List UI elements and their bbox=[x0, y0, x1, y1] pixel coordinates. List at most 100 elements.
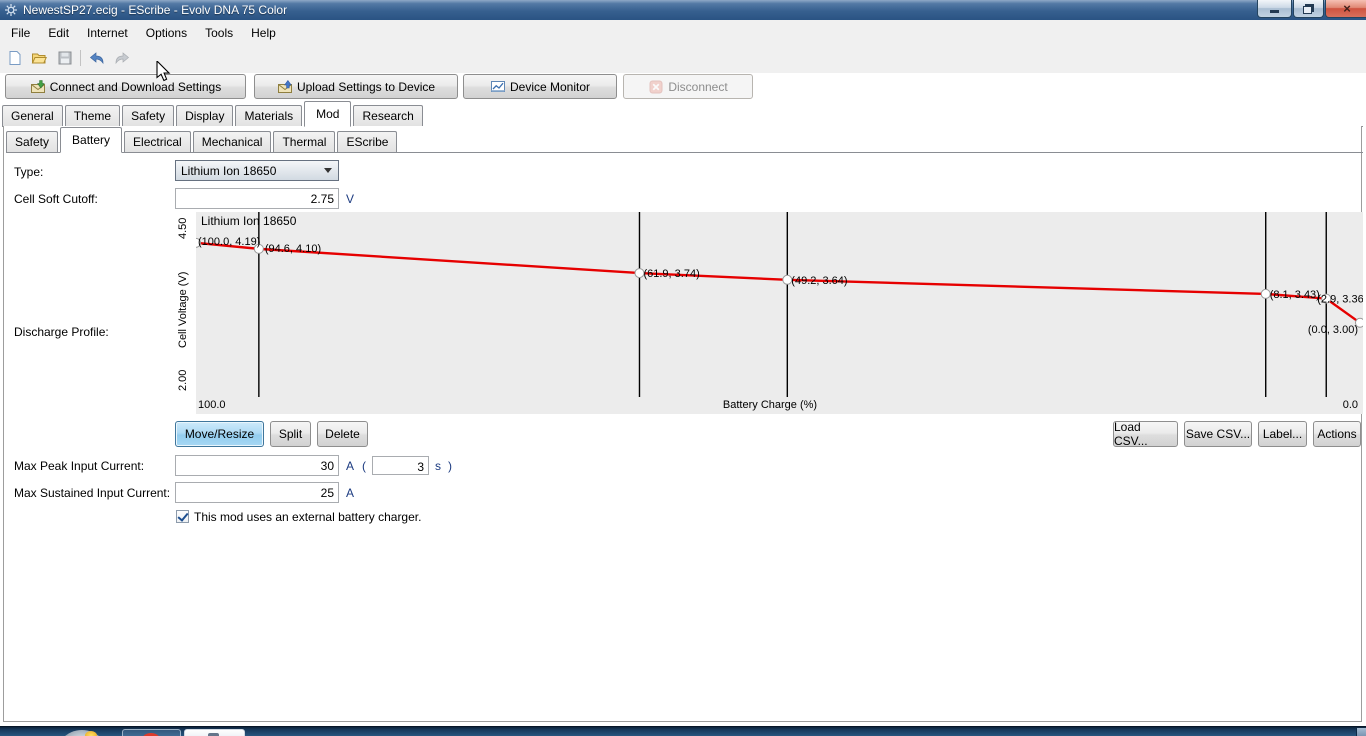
cutoff-label: Cell Soft Cutoff: bbox=[14, 192, 98, 206]
new-document-icon bbox=[9, 51, 21, 65]
upload-settings-label: Upload Settings to Device bbox=[296, 79, 436, 94]
close-icon: × bbox=[1343, 1, 1351, 16]
mouse-cursor-icon bbox=[156, 61, 171, 82]
y-tick-bottom: 2.00 bbox=[177, 369, 189, 391]
upload-settings-button[interactable]: Upload Settings to Device bbox=[254, 74, 458, 99]
taskbar-app-active[interactable] bbox=[184, 729, 245, 736]
split-button[interactable]: Split bbox=[270, 421, 311, 447]
peak-current-label: Max Peak Input Current: bbox=[14, 459, 145, 473]
tab-display[interactable]: Display bbox=[176, 105, 234, 126]
tab-mod[interactable]: Mod bbox=[304, 101, 352, 127]
subtab-electrical[interactable]: Electrical bbox=[124, 131, 191, 152]
menu-options[interactable]: Options bbox=[145, 25, 188, 40]
svg-text:(100.0, 4.19): (100.0, 4.19) bbox=[198, 236, 260, 248]
taskbar-app-active-icon bbox=[208, 733, 219, 736]
taskbar-app-red-icon bbox=[142, 733, 160, 736]
menu-internet[interactable]: Internet bbox=[87, 25, 128, 40]
menu-edit[interactable]: Edit bbox=[48, 25, 70, 40]
chart-background bbox=[196, 212, 1363, 414]
delete-button[interactable]: Delete bbox=[317, 421, 368, 447]
battery-type-select[interactable]: Lithium Ion 18650 bbox=[175, 160, 339, 181]
svg-text:(8.1, 3.43): (8.1, 3.43) bbox=[1270, 289, 1320, 301]
subtab-safety[interactable]: Safety bbox=[6, 131, 59, 152]
tab-materials[interactable]: Materials bbox=[235, 105, 303, 126]
menu-bar: File Edit Internet Options Tools Help bbox=[0, 20, 1366, 45]
x-tick-right: 0.0 bbox=[1342, 399, 1358, 411]
external-charger-label: This mod uses an external battery charge… bbox=[194, 510, 422, 524]
redo-button[interactable] bbox=[111, 48, 131, 68]
undo-button[interactable] bbox=[87, 48, 107, 68]
menu-help[interactable]: Help bbox=[251, 25, 276, 40]
cutoff-input[interactable]: 2.75 bbox=[175, 188, 339, 209]
restore-button[interactable] bbox=[1293, 0, 1324, 18]
tab-safety[interactable]: Safety bbox=[122, 105, 175, 126]
tab-research[interactable]: Research bbox=[353, 105, 423, 126]
minimize-button[interactable] bbox=[1257, 0, 1292, 18]
sustained-current-input[interactable]: 25 bbox=[175, 482, 339, 503]
subtab-battery[interactable]: Battery bbox=[60, 127, 123, 153]
discharge-profile-chart[interactable]: (100.0, 4.19) (94.6, 4.10) (61.9, 3.74) (49… bbox=[196, 212, 1363, 397]
load-csv-button[interactable]: Load CSV... bbox=[1113, 420, 1178, 448]
external-charger-checkbox[interactable] bbox=[176, 510, 189, 523]
peak-time-unit: s bbox=[435, 459, 441, 473]
browser-icon[interactable] bbox=[85, 731, 97, 736]
connect-download-button[interactable]: Connect and Download Settings bbox=[5, 74, 246, 99]
taskbar-app-red[interactable] bbox=[122, 729, 181, 736]
sustained-current-label: Max Sustained Input Current: bbox=[14, 486, 171, 500]
tab-general[interactable]: General bbox=[2, 105, 63, 126]
titlebar[interactable]: NewestSP27.ecig - EScribe - Evolv DNA 75… bbox=[0, 0, 1366, 20]
x-tick-left: 100.0 bbox=[198, 399, 226, 411]
restore-icon bbox=[1303, 5, 1312, 14]
subtab-thermal[interactable]: Thermal bbox=[273, 131, 336, 152]
subtab-escribe[interactable]: EScribe bbox=[337, 131, 398, 152]
label-button[interactable]: Label... bbox=[1258, 421, 1307, 447]
actions-button[interactable]: Actions bbox=[1313, 421, 1361, 447]
sub-tab-strip: Safety Battery Electrical Mechanical The… bbox=[6, 127, 1363, 153]
undo-icon bbox=[89, 52, 103, 65]
start-orb-icon[interactable] bbox=[55, 730, 109, 736]
type-label: Type: bbox=[14, 165, 44, 179]
download-settings-icon bbox=[30, 79, 45, 93]
sustained-current-unit: A bbox=[346, 486, 355, 500]
chart-title: Lithium Ion 18650 bbox=[201, 214, 297, 228]
menu-tools[interactable]: Tools bbox=[205, 25, 234, 40]
svg-text:(49.2, 3.64): (49.2, 3.64) bbox=[791, 275, 847, 287]
discharge-profile-label: Discharge Profile: bbox=[14, 325, 109, 339]
device-monitor-icon bbox=[490, 80, 505, 92]
show-desktop-button[interactable] bbox=[1356, 728, 1366, 736]
disconnect-label: Disconnect bbox=[668, 79, 728, 94]
toolbar-separator bbox=[80, 50, 81, 66]
window-title: NewestSP27.ecig - EScribe - Evolv DNA 75… bbox=[23, 3, 288, 17]
y-tick-top: 4.50 bbox=[177, 217, 189, 239]
svg-text:(94.6, 4.10): (94.6, 4.10) bbox=[265, 243, 321, 255]
check-icon bbox=[177, 510, 189, 522]
disconnect-button[interactable]: Disconnect bbox=[623, 74, 753, 99]
open-folder-icon bbox=[31, 53, 47, 64]
cutoff-unit: V bbox=[346, 192, 355, 206]
minimize-icon bbox=[1270, 10, 1279, 13]
toolbar bbox=[0, 45, 1366, 73]
x-axis-title: Battery Charge (%) bbox=[722, 399, 818, 411]
peak-paren-close: ) bbox=[448, 459, 452, 473]
upload-settings-icon bbox=[277, 79, 292, 93]
chevron-down-icon bbox=[324, 168, 332, 173]
save-button[interactable] bbox=[55, 48, 75, 68]
menu-file[interactable]: File bbox=[11, 25, 31, 40]
peak-current-input[interactable]: 30 bbox=[175, 455, 339, 476]
peak-paren-open: ( bbox=[362, 459, 366, 473]
peak-time-input[interactable]: 3 bbox=[372, 456, 429, 475]
main-tab-strip: General Theme Safety Display Materials M… bbox=[2, 101, 1363, 127]
save-csv-button[interactable]: Save CSV... bbox=[1184, 421, 1252, 447]
save-icon bbox=[58, 51, 72, 65]
move-resize-button[interactable]: Move/Resize bbox=[175, 421, 264, 447]
connect-download-label: Connect and Download Settings bbox=[49, 79, 222, 94]
device-monitor-button[interactable]: Device Monitor bbox=[463, 74, 617, 99]
device-monitor-label: Device Monitor bbox=[509, 79, 591, 94]
taskbar bbox=[0, 726, 1366, 736]
close-button[interactable]: × bbox=[1325, 0, 1366, 18]
new-document-button[interactable] bbox=[5, 48, 25, 68]
subtab-mechanical[interactable]: Mechanical bbox=[192, 131, 272, 152]
tab-theme[interactable]: Theme bbox=[64, 105, 121, 126]
open-folder-button[interactable] bbox=[29, 48, 49, 68]
